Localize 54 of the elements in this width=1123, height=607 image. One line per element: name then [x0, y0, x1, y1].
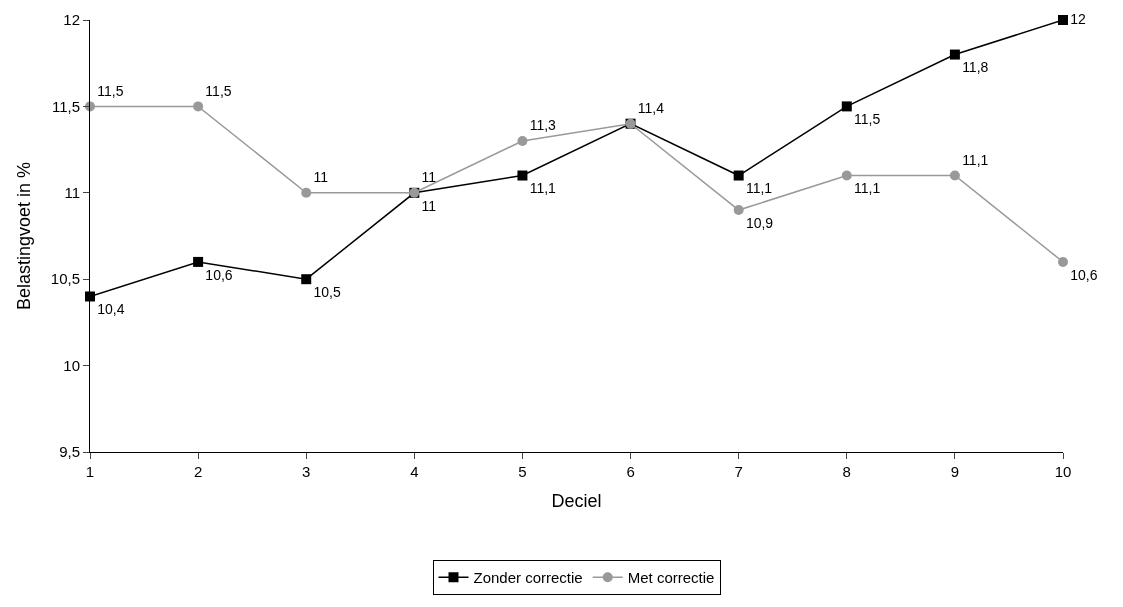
point — [1058, 256, 1068, 267]
point — [733, 170, 744, 181]
data-label: 10,9 — [745, 214, 774, 231]
data-label: 11,5 — [205, 82, 232, 99]
point — [517, 170, 528, 181]
data-label: 11 — [421, 197, 437, 214]
y-tick-label: 9,5 — [59, 443, 80, 461]
data-label: 10,6 — [205, 266, 233, 283]
data-label: 11,1 — [854, 180, 881, 197]
y-tick-label: 10,5 — [50, 270, 80, 288]
x-axis-title: Deciel — [551, 491, 602, 512]
point — [193, 256, 204, 267]
data-label: 11,8 — [962, 59, 989, 76]
x-tick-label: 9 — [950, 463, 960, 480]
point — [1058, 15, 1068, 25]
y-axis-title: Belastingvoet in % — [14, 161, 34, 311]
legend-label: Zonder correctie — [473, 569, 583, 587]
data-label: 11,5 — [97, 82, 124, 99]
data-label: 10,5 — [313, 283, 341, 300]
x-tick-label: 2 — [193, 463, 203, 480]
x-tick-label: 4 — [410, 463, 419, 480]
x-tick-label: 10 — [1054, 463, 1072, 480]
data-label: 10,6 — [1070, 266, 1098, 283]
data-label: 11 — [421, 169, 437, 186]
point — [193, 101, 204, 112]
point — [841, 170, 852, 181]
point — [949, 49, 960, 60]
data-label: 12 — [1070, 10, 1087, 27]
point — [301, 187, 312, 198]
x-tick-label: 6 — [626, 463, 635, 480]
data-label: 11,5 — [854, 111, 881, 128]
data-label: 10,4 — [97, 301, 125, 318]
legend-label: Met correctie — [627, 569, 715, 587]
x-tick-label: 7 — [734, 463, 743, 480]
point — [517, 135, 528, 146]
point — [949, 170, 960, 181]
data-label: 11,3 — [529, 117, 557, 134]
data-label: 11,1 — [745, 180, 773, 197]
y-tick-label: 11,5 — [51, 97, 80, 115]
y-tick-label: 11 — [64, 184, 80, 202]
point — [301, 274, 312, 285]
x-tick-label: 3 — [302, 463, 311, 480]
data-label: 11,1 — [962, 151, 989, 168]
x-tick-label: 8 — [842, 463, 851, 480]
data-label: 11 — [313, 169, 329, 186]
point — [841, 101, 852, 112]
point — [85, 291, 95, 302]
y-tick-label: 12 — [63, 11, 80, 29]
data-label: 11,1 — [529, 180, 557, 197]
x-tick-label: 1 — [85, 463, 95, 480]
point — [733, 205, 744, 216]
x-tick-label: 5 — [518, 463, 527, 480]
y-tick-label: 10 — [63, 356, 80, 374]
data-label: 11,4 — [637, 99, 665, 116]
